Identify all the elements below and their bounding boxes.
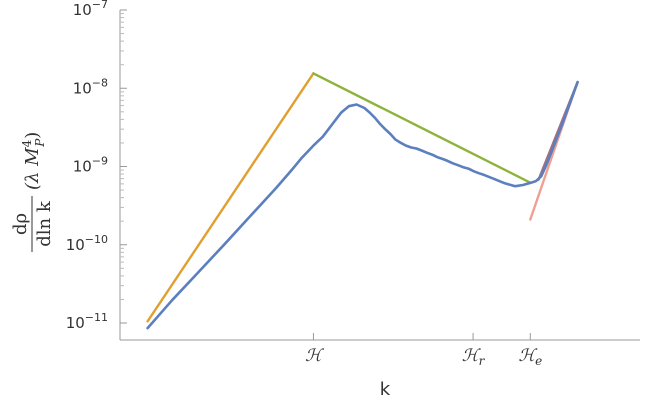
series-line-1 bbox=[146, 72, 315, 323]
x-tick-label-symbol: ℋ bbox=[462, 346, 482, 366]
x-tick-label: ℋ bbox=[305, 346, 325, 366]
series-line-2 bbox=[312, 72, 532, 184]
y-tick-label-base: 10 bbox=[73, 158, 92, 176]
x-tick-label-subscript: e bbox=[535, 354, 542, 368]
y-tick-label: 10−7 bbox=[73, 0, 108, 19]
y-tick-label-base: 10 bbox=[66, 236, 85, 254]
x-tick-label: ℋe bbox=[518, 346, 542, 368]
y-axis-title: dρ dln k (λ M4P) bbox=[10, 132, 55, 252]
y-tick-label-exponent: −10 bbox=[85, 233, 108, 246]
y-axis-title-unit-close: ) bbox=[22, 132, 43, 139]
y-axis-title-numerator: dρ bbox=[10, 213, 31, 235]
axes bbox=[119, 10, 640, 341]
x-tick-label-symbol: ℋ bbox=[305, 346, 325, 366]
y-tick-label: 10−9 bbox=[73, 155, 108, 176]
y-axis-title-unit-sup: 4 bbox=[20, 139, 34, 147]
series-line-0 bbox=[146, 80, 579, 330]
y-axis-title-unit: (λ M4P) bbox=[20, 132, 47, 190]
x-tick-label: ℋr bbox=[462, 346, 486, 368]
x-ticks: ℋ ℋr ℋe bbox=[305, 333, 542, 368]
y-tick-label: 10−11 bbox=[66, 311, 108, 332]
x-tick-label-subscript: r bbox=[479, 354, 486, 368]
y-tick-label-exponent: −11 bbox=[85, 311, 108, 324]
y-tick-label-base: 10 bbox=[73, 1, 92, 19]
y-tick-label: 10−10 bbox=[66, 233, 108, 254]
y-tick-label-exponent: −8 bbox=[92, 76, 108, 89]
y-tick-label-exponent: −7 bbox=[92, 0, 108, 11]
y-axis-title-unit-open: (λ M bbox=[22, 147, 43, 190]
y-tick-label-exponent: −9 bbox=[92, 155, 108, 168]
y-axis-title-denominator: dln k bbox=[34, 200, 55, 247]
y-tick-label: 10−8 bbox=[73, 76, 108, 97]
y-tick-label-base: 10 bbox=[73, 79, 92, 97]
x-axis-title: k bbox=[380, 379, 391, 400]
y-tick-label-base: 10 bbox=[66, 314, 85, 332]
x-tick-label-symbol: ℋ bbox=[518, 346, 538, 366]
series-group bbox=[146, 72, 579, 330]
y-axis-title-unit-sub: P bbox=[33, 138, 47, 148]
